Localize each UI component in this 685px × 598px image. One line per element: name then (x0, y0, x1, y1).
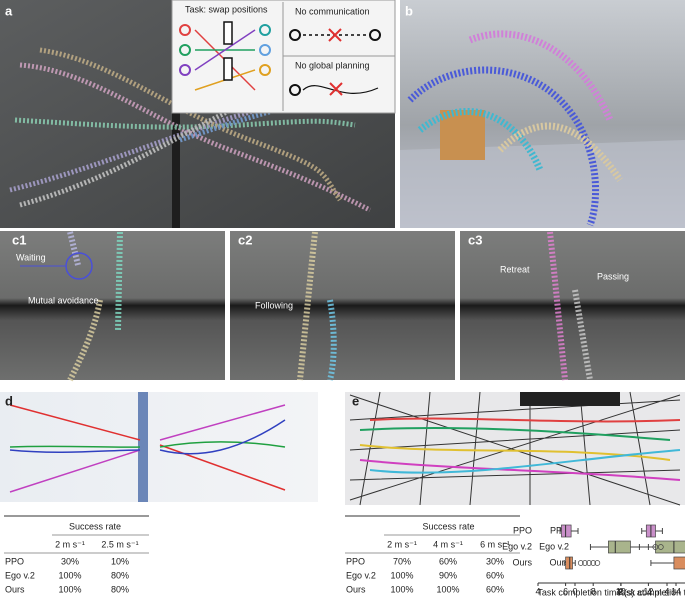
panel-label: b (405, 3, 413, 18)
table-header: 4 m s⁻¹ (433, 539, 463, 549)
panel-label: e (352, 393, 359, 408)
x-tick-label: 10 (616, 586, 626, 596)
box (561, 524, 572, 538)
panel-b: b (400, 0, 685, 228)
x-tick-label: 4 (664, 586, 669, 596)
cross (328, 28, 343, 96)
row-label: PPO (346, 556, 365, 566)
table-cell: 100% (58, 570, 81, 580)
table-header: 2 m s⁻¹ (387, 539, 417, 549)
trajectories (359, 417, 681, 481)
outlier (652, 544, 659, 550)
photo (0, 231, 225, 380)
panel-label: c1 (12, 232, 26, 247)
table-cell: 100% (436, 584, 459, 594)
row-label: Ours (346, 584, 366, 594)
x-tick-label: 12 (643, 586, 653, 596)
x-tick-label: 14 (671, 586, 681, 596)
annotation: Following (255, 300, 293, 310)
row-label: Ego v.2 (346, 570, 376, 580)
table-header: 2.5 m s⁻¹ (101, 539, 138, 549)
obstacle (138, 392, 148, 502)
annotation: Waiting (16, 252, 46, 262)
y-tick-label: Ego v.2 (539, 541, 569, 551)
panel-d: d (0, 392, 318, 502)
table-group: Success rate (422, 521, 474, 531)
row-label: PPO (5, 556, 24, 566)
inset-title: Task: swap positions (185, 4, 268, 14)
table-cell: 90% (439, 570, 457, 580)
structure (520, 392, 620, 406)
table-cell: 100% (390, 584, 413, 594)
table-cell: 100% (390, 570, 413, 580)
table-cell: 60% (439, 556, 457, 566)
y-tick-label: PPO (513, 525, 532, 535)
x-axis-label: Task completion time (s) at 4 m s⁻¹ (537, 587, 676, 597)
table-cell: 30% (486, 556, 504, 566)
box (608, 540, 631, 554)
panel-label: c2 (238, 232, 252, 247)
x-tick-label: 8 (591, 586, 596, 596)
panel-e: e (345, 391, 685, 506)
outlier (594, 560, 601, 566)
box (440, 110, 485, 160)
floor (400, 140, 685, 228)
x-tick-label: 4 (535, 586, 540, 596)
y-tick-label: Ours (512, 557, 532, 567)
table-cell: 80% (111, 570, 129, 580)
x-tick-label: 0 (572, 586, 577, 596)
y-tick-label: Ours (549, 557, 569, 567)
inset-note: No communication (295, 6, 370, 16)
box (673, 556, 685, 570)
swap-arrows (194, 21, 256, 91)
drone-icons (179, 24, 381, 96)
row-label: Ours (5, 584, 25, 594)
panel-a: Task: swap positions No communication No… (0, 0, 396, 228)
box (655, 540, 685, 554)
photo (460, 231, 685, 380)
table-cell: 70% (393, 556, 411, 566)
panel-label: d (5, 393, 13, 408)
panel-label: c3 (468, 232, 482, 247)
trajectories (67, 231, 593, 382)
annotation: Retreat (500, 264, 530, 274)
x-tick-label: 6 (563, 586, 568, 596)
outlier (586, 560, 592, 566)
table-cell: 60% (486, 584, 504, 594)
table-cell: 60% (486, 570, 504, 580)
annotation: Passing (597, 271, 629, 281)
panel-c: c1 Waiting Mutual avoidance c2 Following… (0, 231, 685, 382)
inset-note: No global planning (295, 60, 370, 70)
outlier (582, 560, 588, 566)
table-header: 6 m s⁻¹ (480, 539, 510, 549)
annotation: Mutual avoidance (28, 295, 99, 305)
outlier (577, 560, 584, 566)
table-cell: 80% (111, 584, 129, 594)
panel-label: a (5, 3, 13, 18)
photo (230, 231, 455, 380)
table-cell: 100% (58, 584, 81, 594)
divider (172, 0, 180, 228)
trajectories (407, 30, 623, 227)
box (565, 556, 573, 570)
y-tick-label: PPO (550, 525, 569, 535)
outlier (657, 544, 664, 550)
row-label: Ego v.2 (5, 570, 35, 580)
table-cell: 30% (61, 556, 79, 566)
y-tick-label: Ego v.2 (502, 541, 532, 551)
trajectories (9, 404, 286, 493)
x-tick-label: 2 (618, 586, 623, 596)
table-cell: 10% (111, 556, 129, 566)
outlier (590, 560, 597, 566)
table-group: Success rate (69, 521, 121, 531)
table-header: 2 m s⁻¹ (55, 539, 85, 549)
x-axis-label: Task completion time (s) at 2.5 m s⁻¹ (617, 587, 685, 597)
